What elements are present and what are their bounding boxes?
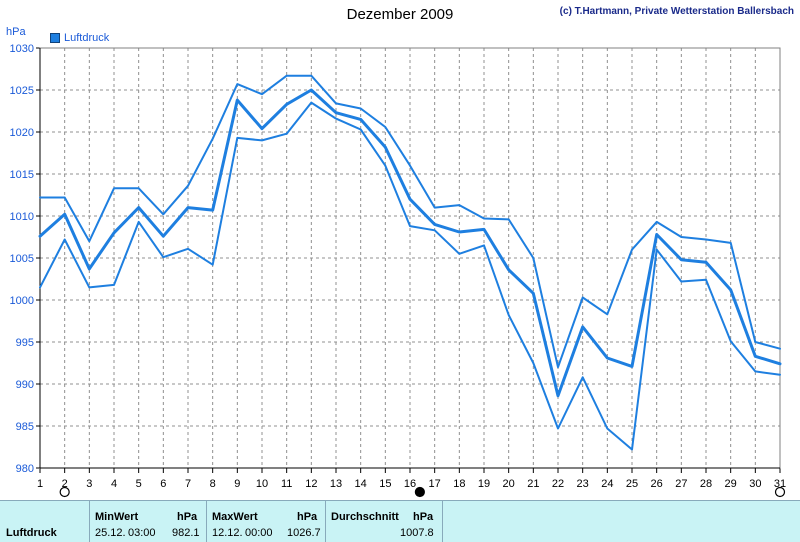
- x-tick-label: 26: [651, 478, 663, 490]
- stats-panel: Luftdruck MinWert hPa 25.12. 03:00 982.1…: [0, 500, 800, 542]
- x-tick-label: 9: [234, 478, 240, 490]
- min-value: 982.1: [172, 527, 200, 539]
- min-value-cell: MinWert hPa 25.12. 03:00 982.1: [89, 501, 206, 542]
- min-date: 25.12.: [95, 527, 126, 539]
- x-tick-label: 31: [774, 478, 786, 490]
- y-axis-unit: hPa: [6, 26, 26, 38]
- x-tick-label: 22: [552, 478, 564, 490]
- x-tick-label: 19: [478, 478, 490, 490]
- x-tick-label: 28: [700, 478, 712, 490]
- x-tick-label: 23: [577, 478, 589, 490]
- average-cell: Durchschnitt hPa 1007.8: [325, 501, 443, 542]
- x-tick-label: 1: [37, 478, 43, 490]
- x-tick-label: 17: [429, 478, 441, 490]
- data-series: [38, 74, 782, 451]
- x-tick-label: 11: [281, 478, 292, 490]
- max-time: 00:00: [245, 527, 273, 539]
- x-tick-label: 3: [86, 478, 92, 490]
- x-tick-label: 25: [626, 478, 638, 490]
- x-tick-label: 5: [136, 478, 142, 490]
- y-tick-label: 1030: [10, 43, 34, 55]
- legend-label: Luftdruck: [64, 32, 110, 44]
- y-tick-label: 1010: [10, 211, 34, 223]
- min-time: 03:00: [128, 527, 156, 539]
- x-tick-label: 30: [749, 478, 761, 490]
- open-circle-marker: [774, 486, 786, 498]
- legend: Luftdruck: [50, 32, 109, 44]
- y-tick-label: 1015: [10, 169, 34, 181]
- axis-markers: [59, 486, 786, 498]
- y-tick-label: 990: [16, 379, 34, 391]
- y-tick-label: 1025: [10, 85, 34, 97]
- series-line-mean: [38, 88, 782, 398]
- tick-labels: 9809859909951000100510101015102010251030…: [10, 43, 787, 490]
- max-value: 1026.7: [287, 527, 321, 539]
- x-tick-label: 2: [62, 478, 68, 490]
- y-tick-label: 1020: [10, 127, 34, 139]
- average-value: 1007.8: [400, 527, 434, 539]
- axes: [36, 47, 781, 473]
- stats-row-label: Luftdruck: [6, 527, 57, 539]
- x-tick-label: 7: [185, 478, 191, 490]
- x-tick-label: 4: [111, 478, 117, 490]
- x-tick-label: 21: [527, 478, 539, 490]
- open-circle-marker: [59, 486, 70, 498]
- line-chart: 9809859909951000100510101015102010251030…: [10, 43, 787, 498]
- y-tick-label: 985: [16, 421, 34, 433]
- max-header: MaxWert: [212, 511, 258, 523]
- x-tick-label: 29: [725, 478, 737, 490]
- x-tick-label: 8: [210, 478, 216, 490]
- x-tick-label: 13: [330, 478, 342, 490]
- legend-swatch: [50, 33, 60, 43]
- x-tick-label: 27: [675, 478, 687, 490]
- copyright-credit: (c) T.Hartmann, Private Wetterstation Ba…: [559, 6, 794, 17]
- x-tick-label: 20: [503, 478, 515, 490]
- max-value-cell: MaxWert hPa 12.12. 00:00 1026.7: [206, 501, 325, 542]
- average-unit: hPa: [413, 511, 434, 523]
- y-tick-label: 980: [16, 463, 34, 475]
- series-line-min: [39, 101, 781, 451]
- x-tick-label: 15: [379, 478, 391, 490]
- average-header: Durchschnitt: [331, 511, 399, 523]
- y-tick-label: 995: [16, 337, 34, 349]
- y-tick-label: 1000: [10, 295, 34, 307]
- x-tick-label: 6: [160, 478, 166, 490]
- max-unit: hPa: [297, 511, 318, 523]
- min-unit: hPa: [177, 511, 198, 523]
- x-tick-label: 14: [355, 478, 367, 490]
- min-header: MinWert: [95, 511, 139, 523]
- x-tick-label: 16: [404, 478, 416, 490]
- x-tick-label: 18: [453, 478, 465, 490]
- y-tick-label: 1005: [10, 253, 34, 265]
- series-line-max: [39, 74, 781, 369]
- chart-title: Dezember 2009: [346, 6, 454, 23]
- filled-circle-marker: [414, 486, 425, 498]
- x-tick-label: 24: [601, 478, 613, 490]
- max-date: 12.12.: [212, 527, 243, 539]
- x-tick-label: 12: [305, 478, 317, 490]
- x-tick-label: 10: [256, 478, 268, 490]
- grid-lines: [40, 48, 780, 468]
